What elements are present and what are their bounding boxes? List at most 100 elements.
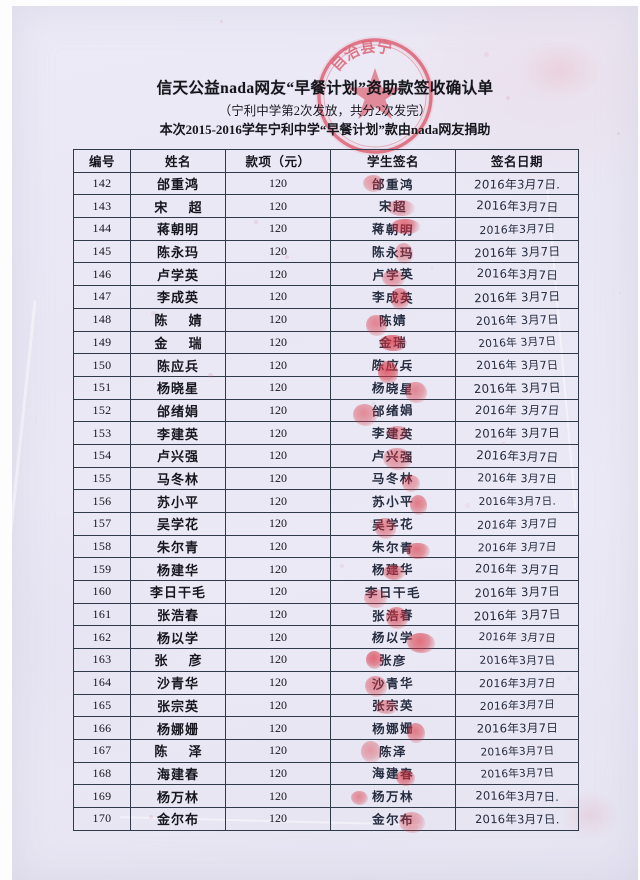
handwritten-date: 2016年3月7日 <box>476 266 558 284</box>
cell-signature: 杨晓星 <box>330 375 456 404</box>
scan-speckle <box>538 747 540 749</box>
cell-name: 海建春 <box>130 761 226 786</box>
handwritten-signature: 杨晓星 <box>371 381 415 397</box>
table-row: 143 宋 超 120 宋超 2016年3月7日 <box>73 194 579 219</box>
cell-amount: 120 <box>225 330 331 355</box>
cell-id: 144 <box>73 217 131 241</box>
cell-date: 2016年3月7日. <box>455 784 579 808</box>
cell-signature: 沙青华 <box>330 670 456 697</box>
cell-name: 杨以学 <box>130 625 226 650</box>
scan-speckle <box>533 155 535 157</box>
cell-date: 2016年 3月7日 <box>455 398 579 423</box>
cell-signature: 李建英 <box>330 421 456 445</box>
cell-date: 2016年3月7日 <box>455 648 579 672</box>
cell-name: 陈 泽 <box>130 738 226 763</box>
cell-name: 李日干毛 <box>130 580 226 604</box>
cell-amount: 120 <box>225 625 331 650</box>
cell-signature: 李日干毛 <box>330 580 456 608</box>
cell-name: 金尔布 <box>130 806 226 831</box>
handwritten-signature: 邰绪娟 <box>371 403 415 420</box>
table-row: 144 蒋朝明 120 蒋朝明 2016年3月7日 <box>73 217 579 241</box>
cell-date: 2016年3月7日 <box>455 716 579 740</box>
scan-speckle <box>370 520 373 523</box>
cell-name: 沙青华 <box>130 670 226 695</box>
handwritten-signature: 卢学英 <box>371 267 415 284</box>
table-row: 159 杨建华 120 杨建华 2016年 3月7日 <box>73 557 579 582</box>
cell-date: 2016年 3月7日 <box>455 534 579 559</box>
table-row: 149 金 瑞 120 金瑞 2016年 3月7日 <box>73 330 579 355</box>
scan-speckle <box>506 96 511 101</box>
cell-name: 苏小平 <box>130 489 226 513</box>
cell-signature: 蒋朝明 <box>330 217 456 241</box>
cell-signature: 金尔布 <box>330 806 456 834</box>
cell-date: 2016年3月7日 <box>455 761 579 786</box>
cell-date: 2016年3月7日. <box>455 171 579 196</box>
signature-table: 编号 姓名 款项（元） 学生签名 签名日期 142 邰重鸿 120 邰重鸿 2016年3… <box>73 149 579 834</box>
cell-id: 165 <box>73 693 131 718</box>
handwritten-date: 2016年3月7日. <box>473 177 561 192</box>
cell-amount: 120 <box>225 466 331 491</box>
cell-signature: 杨以学 <box>330 625 456 653</box>
cell-date: 2016年3月7日 <box>455 443 579 468</box>
cell-amount: 120 <box>225 761 331 786</box>
handwritten-signature: 陈应兵 <box>371 358 415 374</box>
table-row: 154 卢兴强 120 卢兴强 2016年3月7日 <box>73 443 579 470</box>
column-header-amount: 款项（元） <box>225 149 331 173</box>
cell-amount: 120 <box>225 194 331 219</box>
table-row: 155 马冬林 120 马冬林 2016年 3月7日 <box>73 466 579 492</box>
column-header-date: 签名日期 <box>455 149 579 173</box>
column-header-id: 编号 <box>73 149 131 173</box>
page-subtitle-secondary: 本次2015-2016学年宁利中学“早餐计划”款由nada网友捐助 <box>159 122 491 138</box>
cell-date: 2016年 3月7日 <box>455 625 579 650</box>
scan-speckle <box>220 20 224 24</box>
cell-id: 162 <box>73 625 131 650</box>
scan-speckle <box>619 292 622 295</box>
cell-name: 金 瑞 <box>130 330 226 355</box>
cell-date: 2016年 3月7日 <box>455 512 579 536</box>
cell-amount: 120 <box>225 670 331 695</box>
cell-date: 2016年 3月7日 <box>455 557 579 582</box>
cell-date: 2016年 3月7日 <box>455 330 579 355</box>
scan-speckle <box>177 506 180 509</box>
handwritten-signature: 李建英 <box>371 426 415 442</box>
cell-date: 2016年3月7日. <box>455 489 579 513</box>
cell-signature: 宋超 <box>330 194 456 219</box>
cell-id: 153 <box>73 421 131 445</box>
handwritten-signature: 李成英 <box>371 290 415 306</box>
scan-speckle <box>465 503 470 508</box>
table-row: 147 李成英 120 李成英 2016年 3月7日 <box>73 285 579 311</box>
fingerprint-stamp <box>350 790 369 805</box>
cell-id: 145 <box>73 239 131 264</box>
handwritten-signature: 李日干毛 <box>364 585 422 601</box>
table-row: 166 杨娜姗 120 杨娜姗 2016年3月7日 <box>73 716 579 743</box>
handwritten-signature: 沙青华 <box>371 675 415 692</box>
table-row: 146 卢学英 120 卢学英 2016年3月7日 <box>73 262 579 288</box>
scan-speckle <box>421 446 423 448</box>
cell-amount: 120 <box>225 784 331 808</box>
table-row: 158 朱尔青 120 朱尔青 2016年 3月7日 <box>73 534 579 560</box>
table-row: 168 海建春 120 海建春 2016年3月7日 <box>73 761 579 786</box>
handwritten-date: 2016年 3月7日 <box>474 561 560 578</box>
cell-signature: 马冬林 <box>330 466 456 492</box>
cell-signature: 张宗英 <box>330 693 456 718</box>
cell-signature: 李成英 <box>330 285 456 311</box>
scan-speckle <box>149 815 153 819</box>
handwritten-date: 2016年 3月7日 <box>473 244 561 260</box>
cell-amount: 120 <box>225 171 331 196</box>
cell-id: 152 <box>73 398 131 423</box>
scan-speckle <box>285 255 290 260</box>
cell-amount: 120 <box>225 375 331 400</box>
cell-name: 蒋朝明 <box>130 217 226 241</box>
cell-date: 2016年 3月7日 <box>455 580 579 604</box>
scan-speckle <box>340 564 345 569</box>
scan-speckle <box>254 220 258 224</box>
handwritten-date: 2016年3月7日 <box>475 198 559 215</box>
scan-speckle <box>567 676 572 681</box>
table-row: 167 陈 泽 120 陈泽 2016年3月7日 <box>73 738 579 763</box>
cell-amount: 120 <box>225 353 331 377</box>
scan-speckle <box>390 568 396 574</box>
table-row: 163 张 彦 120 张彦 2016年3月7日 <box>73 648 579 672</box>
handwritten-signature: 金瑞 <box>378 336 408 351</box>
cell-date: 2016年3月7日 <box>455 217 579 241</box>
handwritten-date: 2016年 3月7日 <box>475 312 559 328</box>
